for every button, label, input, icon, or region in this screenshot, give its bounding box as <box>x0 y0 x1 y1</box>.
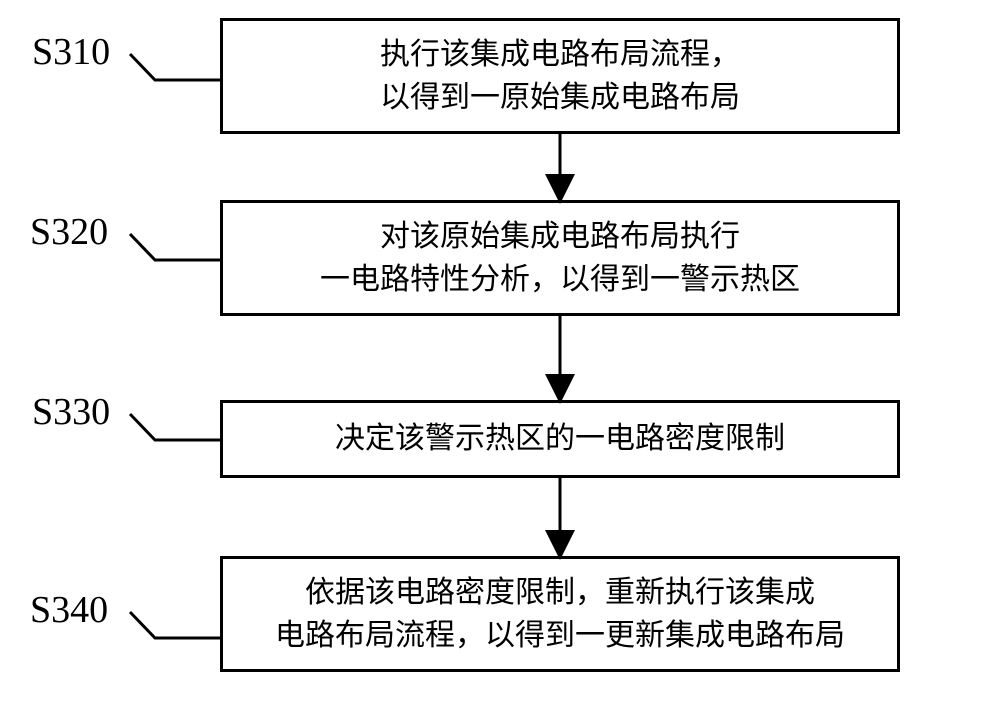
flow-node-text: 依据该电路密度限制，重新执行该集成 电路布局流程，以得到一更新集成电路布局 <box>275 571 845 658</box>
flow-node-s310: 执行该集成电路布局流程， 以得到一原始集成电路布局 <box>220 18 900 134</box>
flow-node-s340: 依据该电路密度限制，重新执行该集成 电路布局流程，以得到一更新集成电路布局 <box>220 556 900 672</box>
step-label-s310: S310 <box>32 30 110 74</box>
flow-node-s320: 对该原始集成电路布局执行 一电路特性分析，以得到一警示热区 <box>220 200 900 316</box>
flowchart-canvas: S310 S320 S330 S340 执行该集成电路布局流程， 以得到一原始集… <box>0 0 1000 723</box>
flow-node-s330: 决定该警示热区的一电路密度限制 <box>220 400 900 478</box>
flow-node-text: 决定该警示热区的一电路密度限制 <box>335 417 785 461</box>
flow-node-text: 执行该集成电路布局流程， 以得到一原始集成电路布局 <box>380 33 740 120</box>
step-label-s330: S330 <box>32 390 110 434</box>
flow-node-text: 对该原始集成电路布局执行 一电路特性分析，以得到一警示热区 <box>320 215 800 302</box>
step-label-s340: S340 <box>30 588 108 632</box>
step-label-s320: S320 <box>30 210 108 254</box>
